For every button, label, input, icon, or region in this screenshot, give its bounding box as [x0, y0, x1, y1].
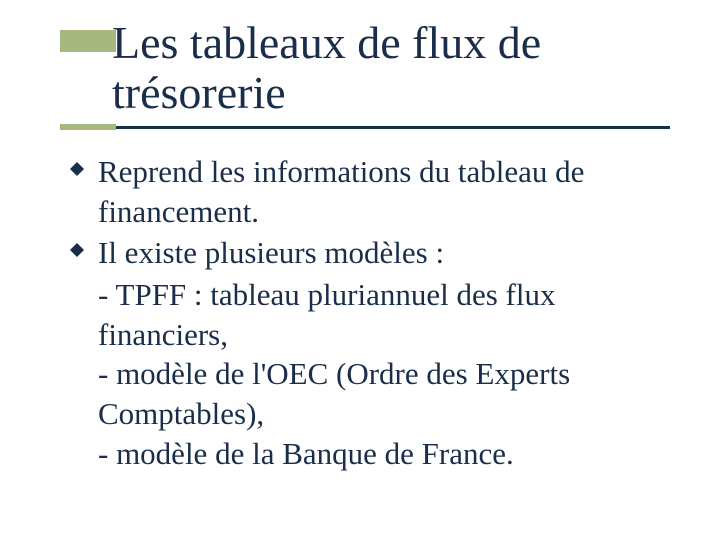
title-accent-bar — [60, 30, 116, 52]
diamond-bullet-icon — [70, 243, 84, 257]
underline-main — [116, 126, 670, 129]
bullet-subline: - modèle de l'OEC (Ordre des Experts Com… — [70, 354, 670, 433]
bullet-subline: - modèle de la Banque de France. — [70, 434, 670, 474]
slide-body: Reprend les informations du tableau de f… — [70, 152, 670, 473]
bullet-text: Reprend les informations du tableau de f… — [98, 154, 584, 229]
slide-title: Les tableaux de flux de trésorerie — [112, 18, 672, 117]
bullet-item: Reprend les informations du tableau de f… — [70, 152, 670, 231]
bullet-text: Il existe plusieurs modèles : — [98, 235, 444, 270]
slide-title-block: Les tableaux de flux de trésorerie — [112, 18, 672, 117]
bullet-item: Il existe plusieurs modèles : — [70, 233, 670, 273]
diamond-bullet-icon — [70, 162, 84, 176]
title-underline — [60, 124, 670, 130]
bullet-subline: - TPFF : tableau pluriannuel des flux fi… — [70, 275, 670, 354]
underline-accent — [60, 124, 116, 130]
